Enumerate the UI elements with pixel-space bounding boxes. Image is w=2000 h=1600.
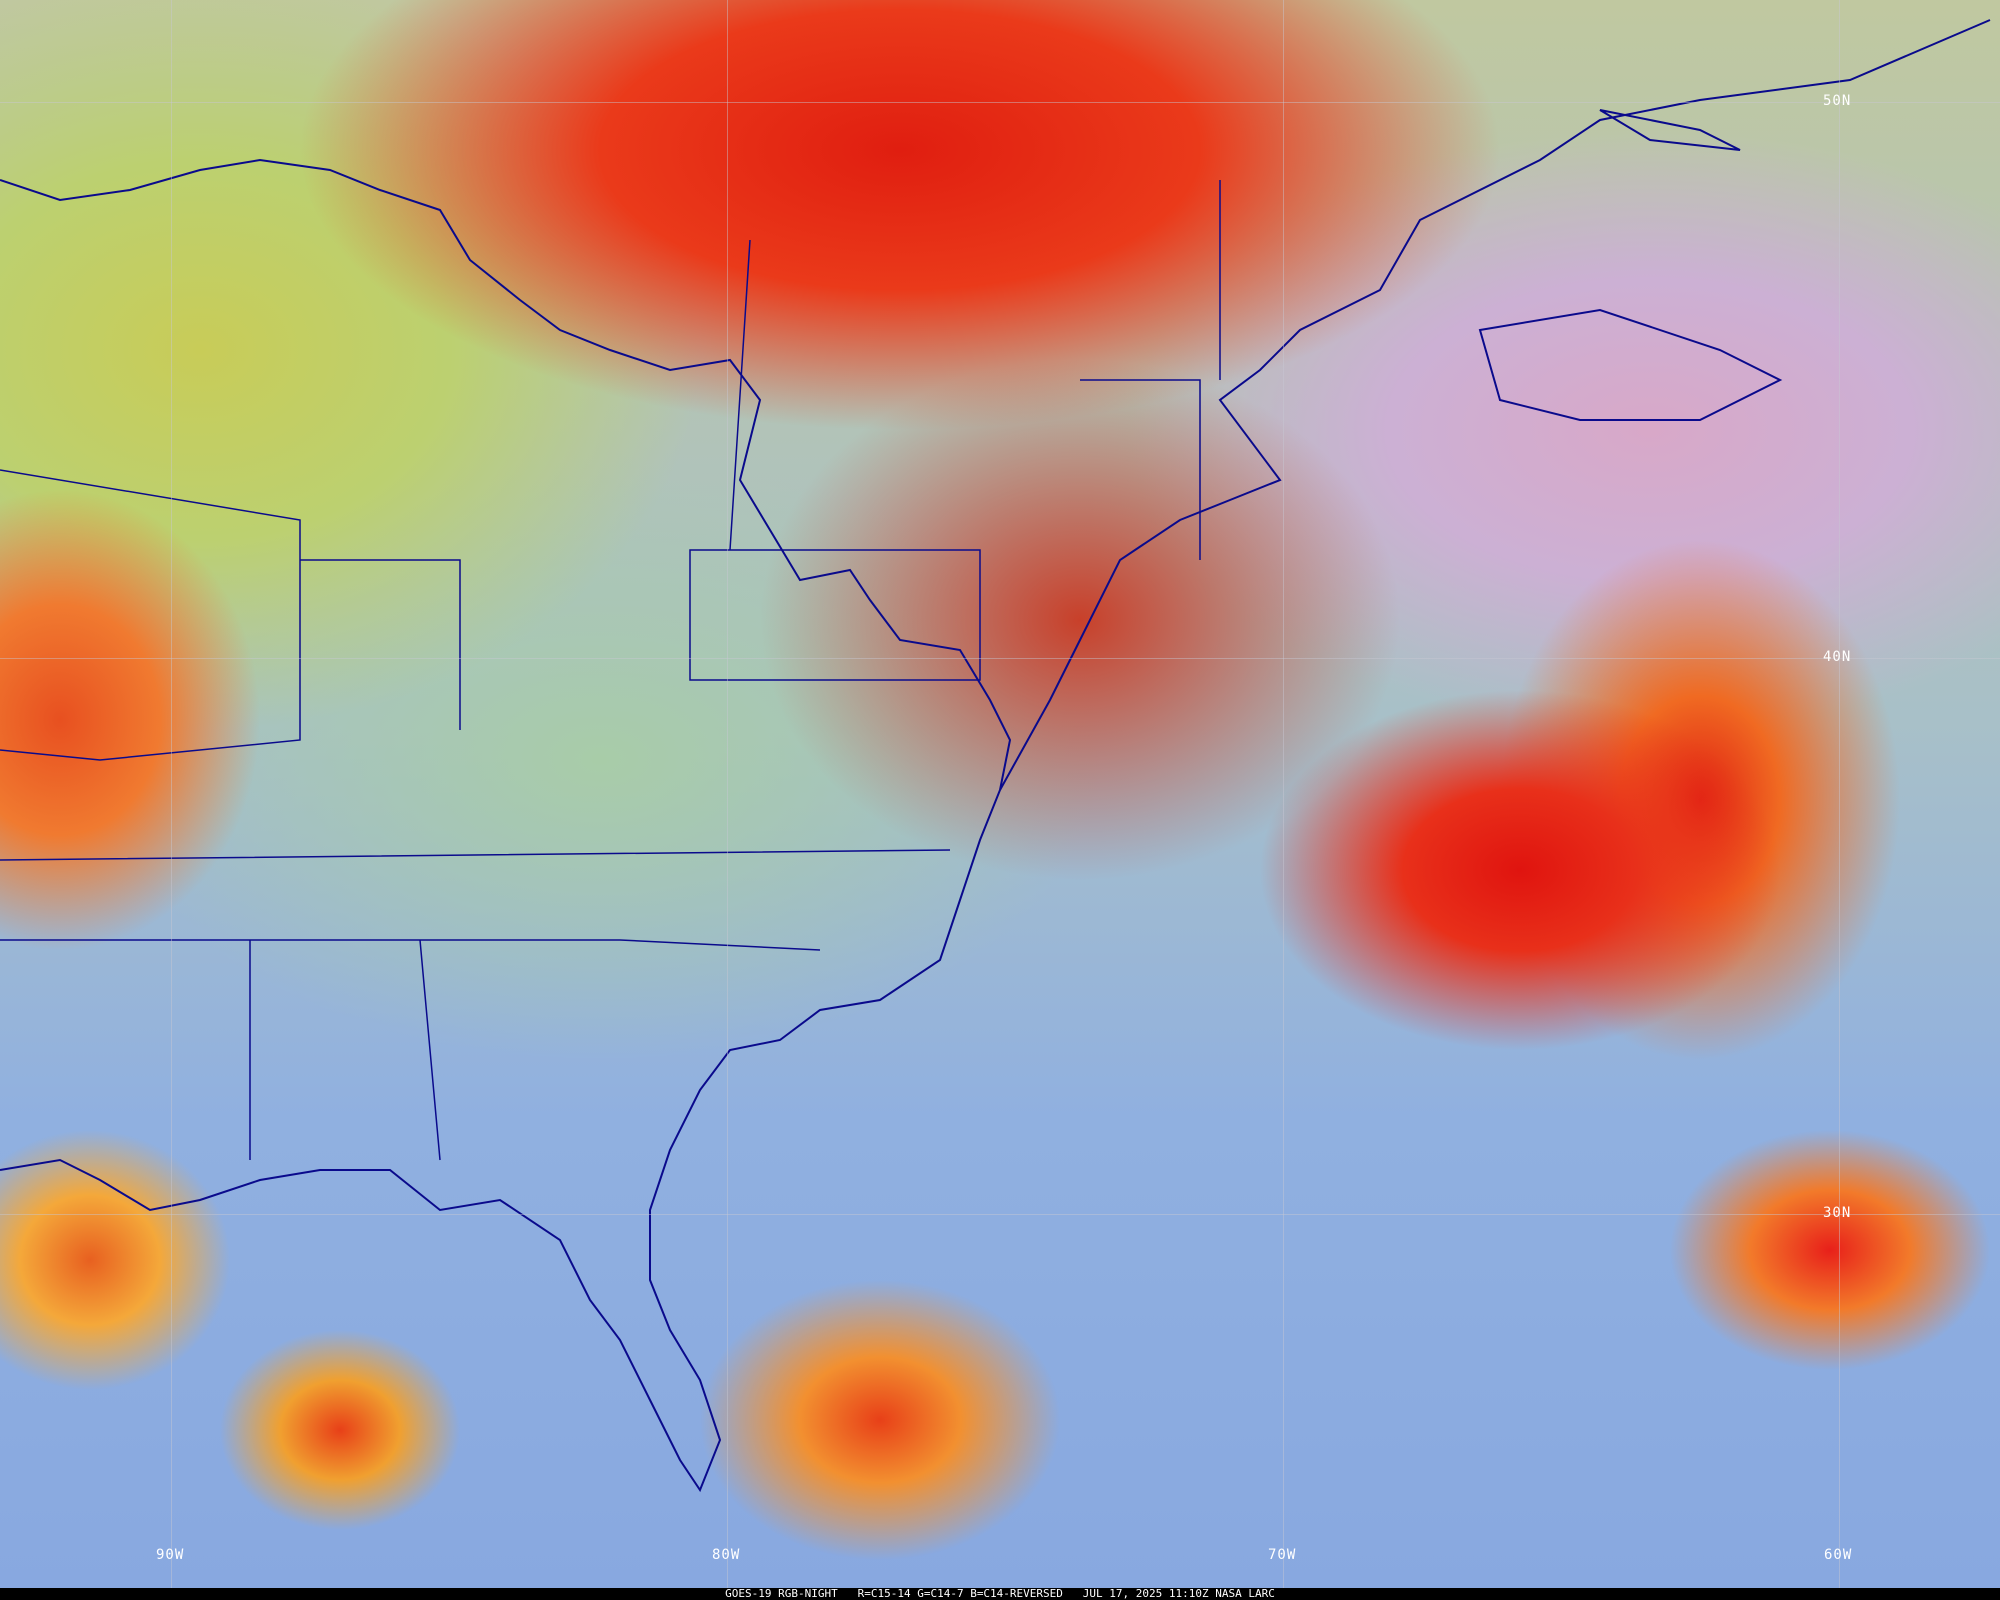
lon-label-80w: 80W: [712, 1547, 741, 1563]
latitude-line-50n: [0, 102, 2000, 103]
image-caption: GOES-19 RGB-NIGHT R=C15-14 G=C14-7 B=C14…: [0, 1588, 2000, 1600]
lon-label-60w: 60W: [1824, 1547, 1853, 1563]
longitude-line-60w: [1839, 0, 1840, 1590]
lat-label-30n: 30N: [1823, 1205, 1852, 1221]
longitude-line-80w: [727, 0, 728, 1590]
lon-label-90w: 90W: [156, 1547, 185, 1563]
lat-label-40n: 40N: [1823, 649, 1852, 665]
lat-label-50n: 50N: [1823, 93, 1852, 109]
latitude-line-30n: [0, 1214, 2000, 1215]
lon-label-70w: 70W: [1268, 1547, 1297, 1563]
longitude-line-70w: [1283, 0, 1284, 1590]
longitude-line-90w: [171, 0, 172, 1590]
latitude-line-40n: [0, 658, 2000, 659]
